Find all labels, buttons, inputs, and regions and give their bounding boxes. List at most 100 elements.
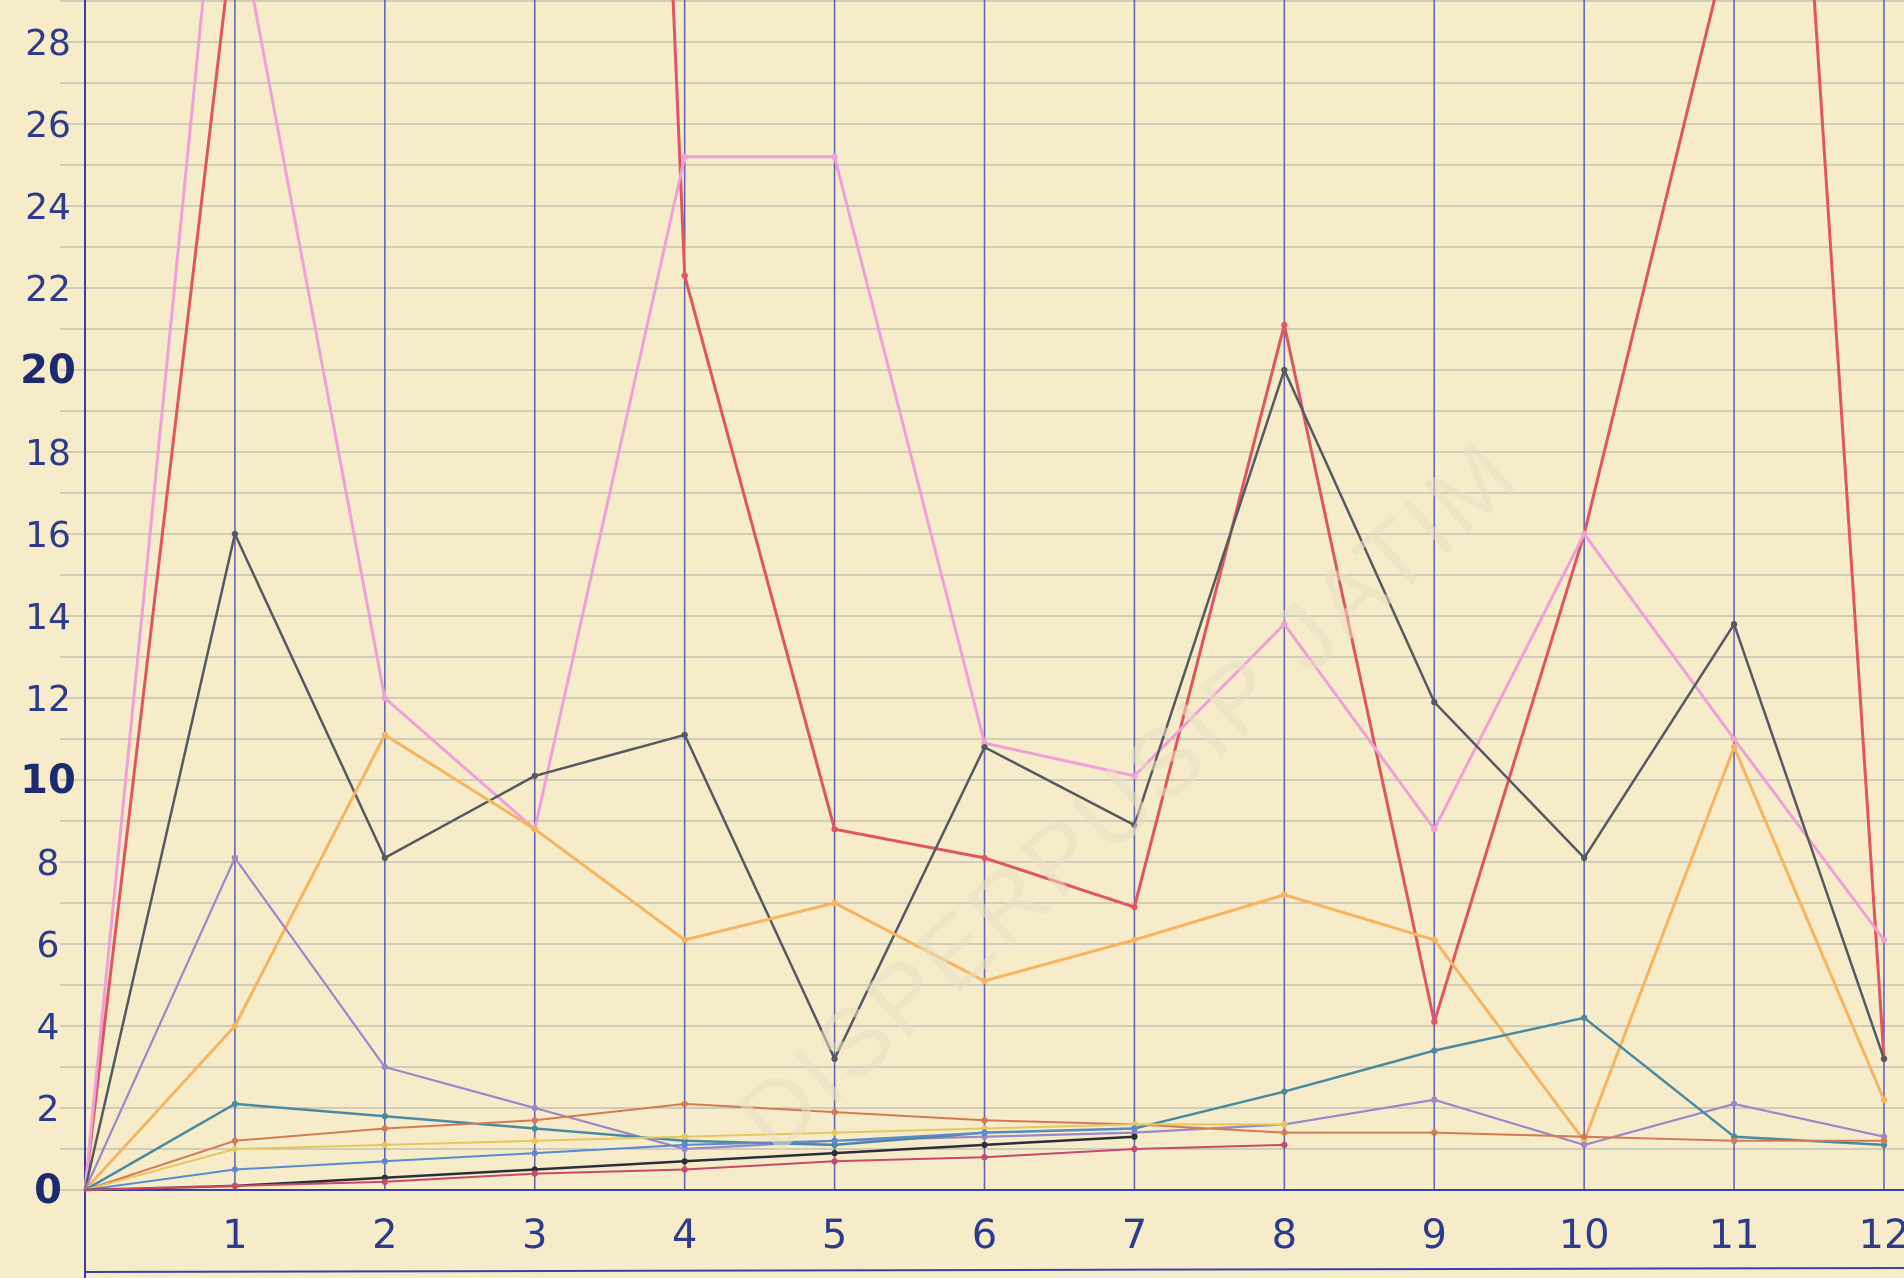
data-point (681, 1133, 688, 1140)
data-point (681, 1141, 688, 1149)
data-point (681, 272, 688, 279)
data-point (381, 1158, 389, 1165)
data-point (1880, 1055, 1888, 1063)
data-point (981, 854, 988, 862)
data-point (981, 1117, 988, 1124)
data-point (981, 977, 988, 985)
x-tick-labels: 1 2 3 4 5 6 7 8 9 10 11 12 (222, 1212, 1904, 1258)
vertical-gridlines (234, 0, 1885, 1190)
x-tick-label: 3 (522, 1212, 547, 1258)
series-line-10 (83, 1135, 1136, 1192)
data-point (381, 1125, 389, 1132)
data-point (1131, 821, 1138, 829)
horizontal-gridlines (60, 0, 1904, 1191)
data-point (981, 744, 988, 751)
data-point (1131, 772, 1138, 780)
data-point (1431, 1047, 1438, 1054)
data-point (531, 826, 538, 833)
y-tick-label: 18 (25, 433, 71, 474)
data-point (231, 1022, 239, 1030)
y-tick-label: 22 (25, 269, 71, 310)
x-tick-label: 6 (972, 1212, 997, 1258)
data-point (381, 1113, 389, 1120)
y-tick-label: 14 (25, 597, 71, 638)
x-tick-label: 11 (1709, 1212, 1760, 1258)
data-point (381, 1178, 389, 1186)
data-point (1131, 1133, 1138, 1140)
x-tick-label: 5 (822, 1212, 847, 1258)
data-point (1730, 744, 1738, 751)
data-point (681, 1100, 688, 1108)
data-point (1281, 321, 1288, 329)
data-point (1281, 1088, 1288, 1095)
series-layer (83, 0, 1888, 1192)
data-point (231, 530, 239, 538)
y-tick-label: 20 (20, 347, 76, 393)
data-point (1730, 1100, 1738, 1108)
data-point (1431, 698, 1438, 706)
x-tick-label: 1 (222, 1212, 247, 1258)
data-point (531, 1104, 538, 1112)
y-tick-label: 28 (25, 23, 71, 64)
data-point (681, 1158, 688, 1165)
axes (84, 0, 1904, 1278)
data-point (1431, 1096, 1438, 1104)
data-point (381, 854, 389, 862)
data-point (231, 1145, 239, 1153)
y-tick-label: 26 (25, 105, 71, 146)
y-tick-label: 8 (37, 843, 60, 884)
data-point (231, 1100, 239, 1108)
data-point (1431, 826, 1438, 833)
data-point (831, 899, 838, 907)
data-point (1730, 621, 1738, 628)
watermark-text: DISPERPUSIP JATIM (718, 419, 1539, 1173)
y-tick-label: 24 (25, 187, 71, 228)
data-point (1281, 1121, 1288, 1128)
data-point (1281, 891, 1288, 898)
data-point (381, 1141, 389, 1149)
data-point (831, 1137, 838, 1145)
data-point (231, 854, 239, 862)
data-point (1281, 1129, 1288, 1136)
data-point (1730, 1137, 1738, 1145)
data-point (381, 1063, 389, 1071)
data-point (1580, 1133, 1588, 1140)
x-tick-label: 7 (1122, 1212, 1147, 1258)
data-point (831, 1149, 838, 1157)
data-point (231, 1166, 239, 1173)
data-point (531, 1170, 538, 1177)
y-tick-label: 4 (37, 1007, 60, 1048)
x-tick-label: 8 (1272, 1212, 1297, 1258)
y-tick-label: 16 (25, 515, 71, 556)
data-point (681, 153, 688, 160)
data-point (1580, 1014, 1588, 1021)
data-point (1730, 735, 1738, 743)
data-point (1131, 936, 1138, 944)
data-point (1281, 366, 1288, 374)
x-tick-label: 9 (1422, 1212, 1447, 1258)
y-tick-label: 0 (34, 1167, 62, 1213)
data-point (531, 1125, 538, 1132)
data-point (1880, 1137, 1888, 1145)
x-tick-label: 10 (1559, 1212, 1610, 1258)
data-point (1281, 1141, 1288, 1149)
data-point (831, 1055, 838, 1063)
series-line-2 (83, 0, 1886, 1192)
data-point (531, 1149, 538, 1157)
data-point (831, 1129, 838, 1136)
data-point (531, 772, 538, 780)
data-point (1880, 1096, 1888, 1104)
data-point (1431, 1018, 1438, 1026)
y-tick-label: 10 (20, 757, 76, 803)
data-point (231, 1137, 239, 1145)
data-point (681, 1166, 688, 1173)
data-point (381, 694, 389, 702)
data-point (1131, 1145, 1138, 1153)
data-point (1580, 854, 1588, 862)
data-point (831, 1158, 838, 1165)
data-point (681, 936, 688, 944)
data-point (831, 826, 838, 833)
bottom-border-line (84, 1267, 1904, 1273)
data-point (981, 1154, 988, 1161)
